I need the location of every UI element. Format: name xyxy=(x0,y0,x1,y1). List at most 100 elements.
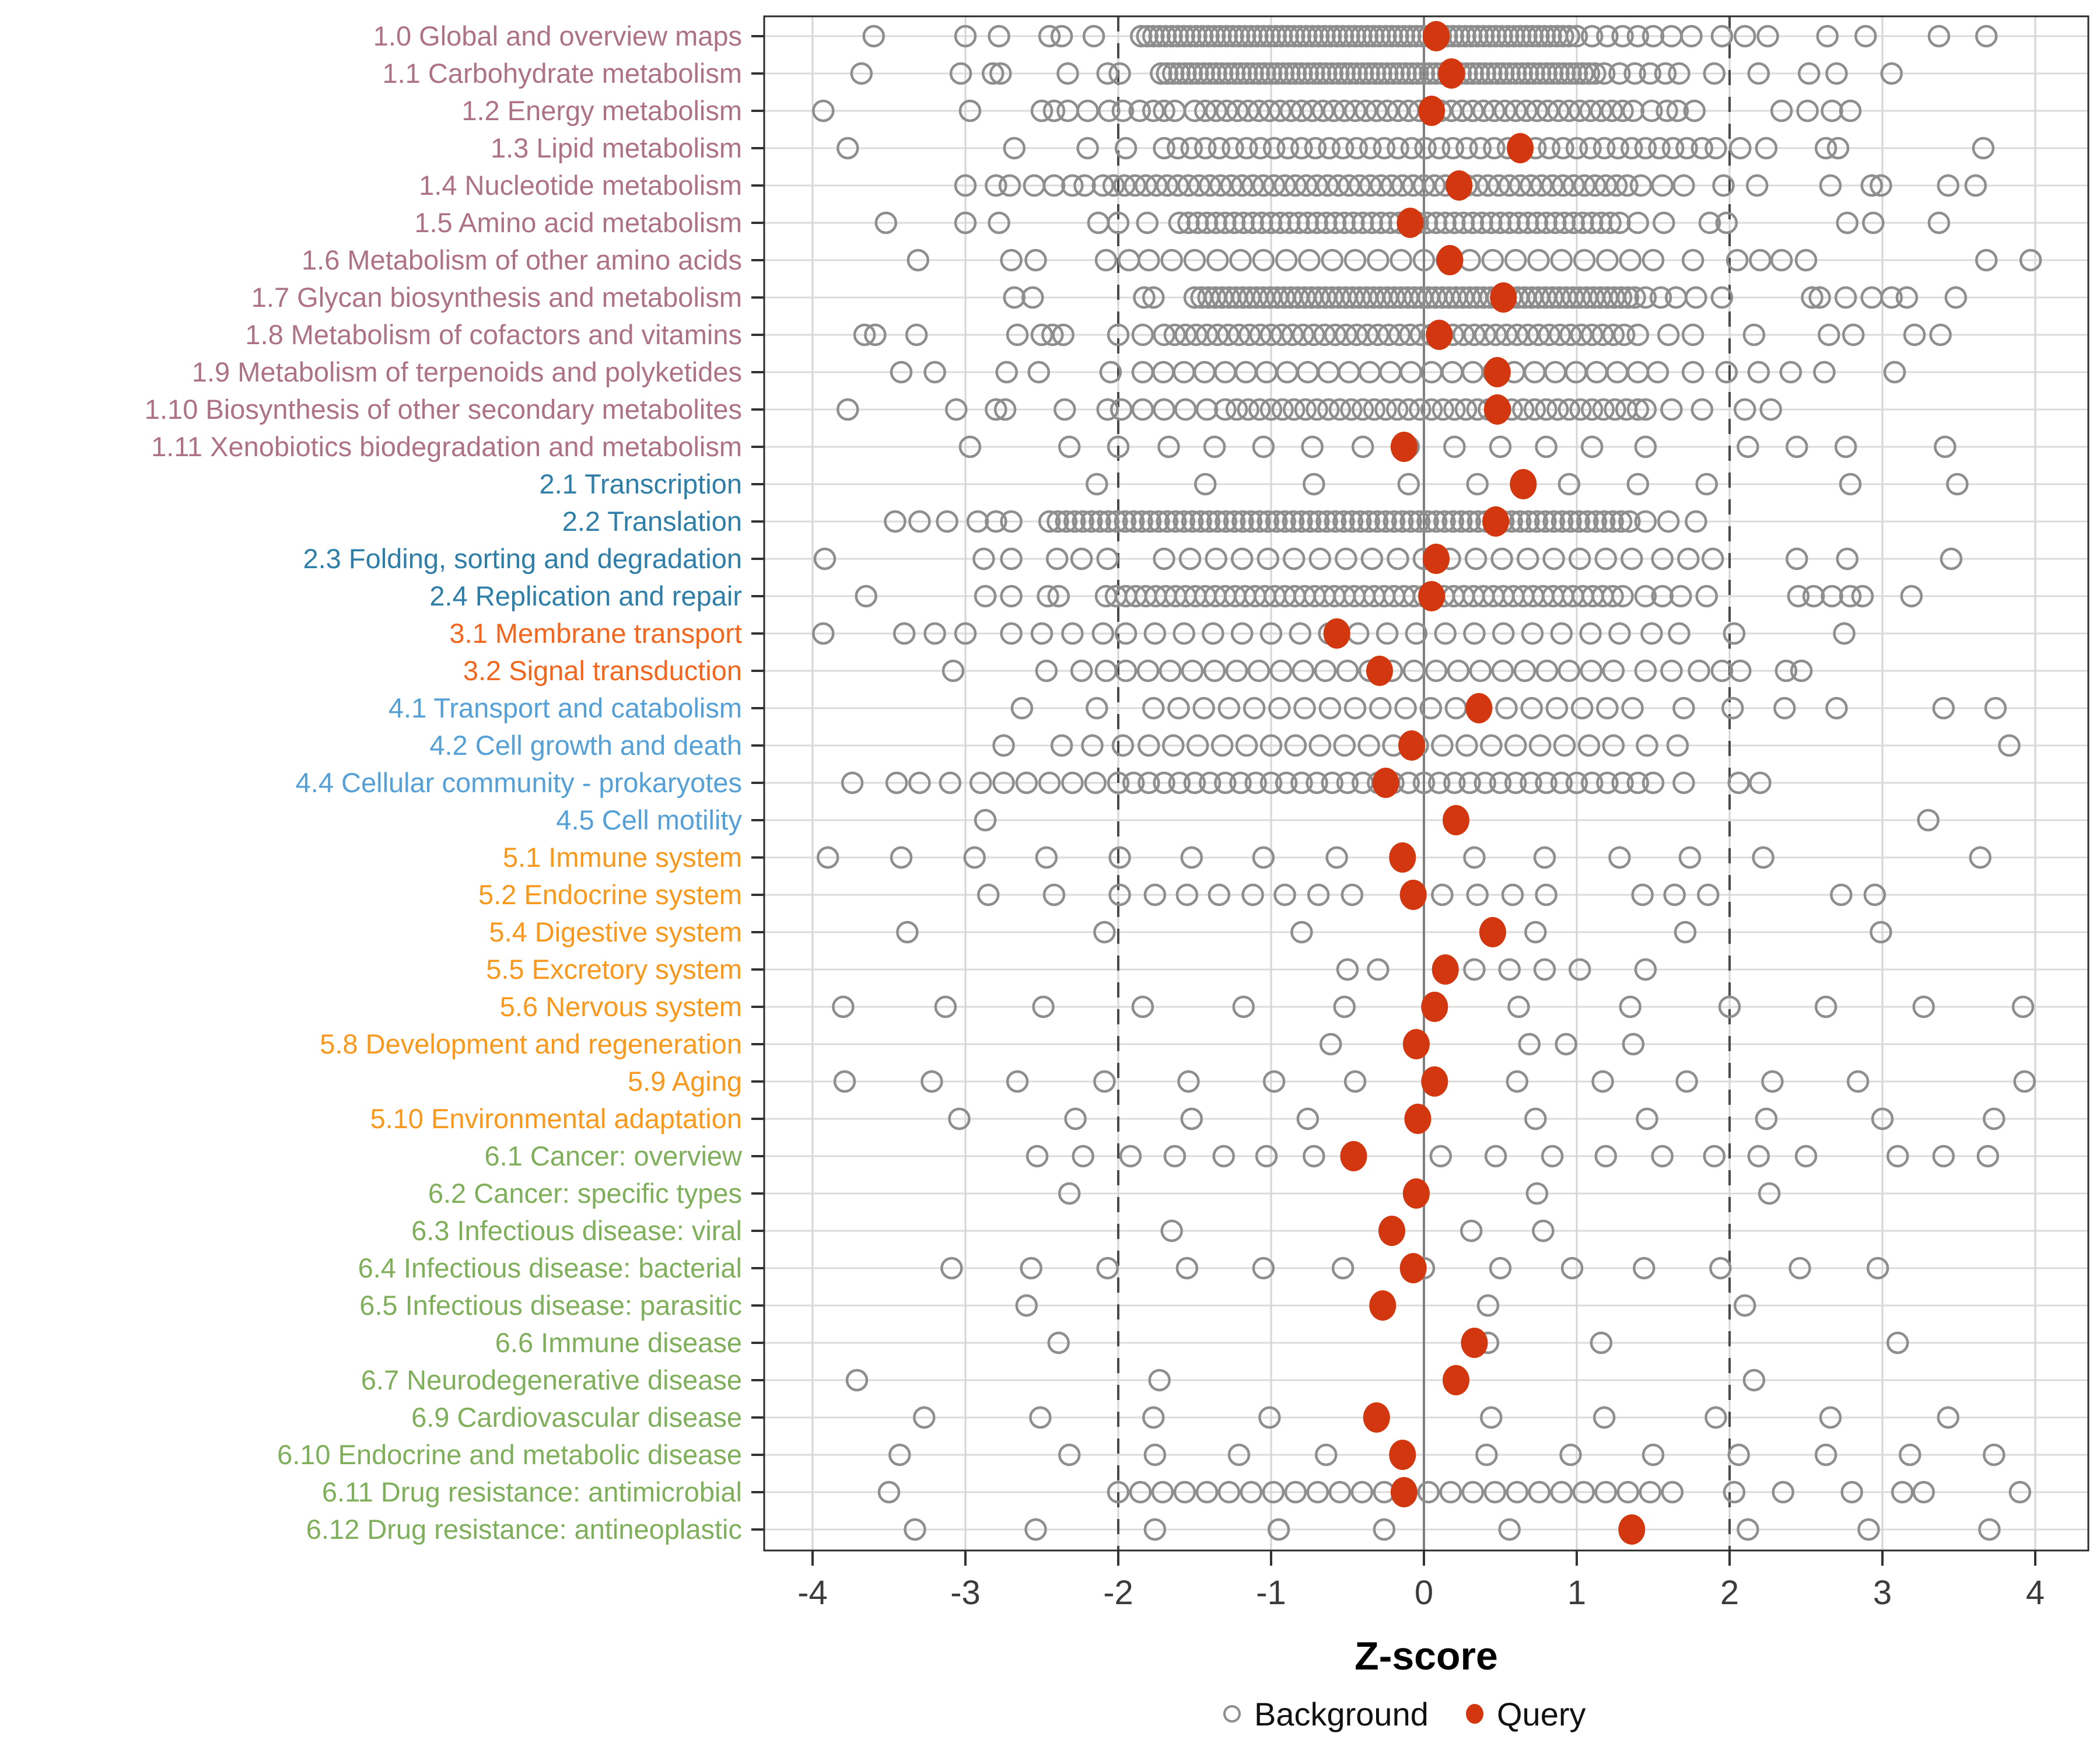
query-point xyxy=(1461,1328,1488,1358)
background-point xyxy=(1521,24,1544,48)
background-point xyxy=(1508,174,1532,197)
background-point xyxy=(989,62,1012,85)
background-point xyxy=(1570,696,1594,720)
background-point xyxy=(1491,659,1514,682)
y-axis-label: 5.4 Digestive system xyxy=(489,916,742,947)
background-point xyxy=(1602,734,1625,757)
background-point xyxy=(1296,1107,1320,1130)
query-point xyxy=(1423,544,1450,574)
background-point xyxy=(1661,136,1685,160)
background-point xyxy=(1387,24,1409,48)
background-point xyxy=(1195,398,1219,421)
background-point xyxy=(1871,1107,1894,1130)
background-point xyxy=(1402,174,1424,197)
background-point xyxy=(1672,696,1695,720)
background-point xyxy=(1535,62,1558,85)
background-point xyxy=(1206,323,1229,346)
background-point xyxy=(1249,136,1272,160)
background-point xyxy=(1325,24,1348,48)
background-point xyxy=(1559,323,1582,346)
background-point xyxy=(896,921,919,944)
background-point xyxy=(1559,510,1582,533)
background-point xyxy=(1639,62,1662,85)
background-point xyxy=(1370,62,1392,85)
background-point xyxy=(1626,24,1650,48)
background-point xyxy=(1227,24,1251,48)
background-point xyxy=(1515,24,1538,48)
background-point xyxy=(1539,24,1562,48)
background-point xyxy=(1259,323,1283,346)
background-point xyxy=(1565,62,1588,85)
background-point xyxy=(1834,286,1857,309)
background-point xyxy=(1975,24,1998,48)
background-point xyxy=(1174,323,1197,346)
background-point xyxy=(1666,734,1689,757)
background-point xyxy=(1269,211,1292,235)
background-point xyxy=(1242,696,1266,720)
background-point xyxy=(1544,211,1567,235)
background-point xyxy=(1072,1144,1094,1168)
background-point xyxy=(1715,360,1738,384)
background-point xyxy=(1275,249,1298,272)
background-point xyxy=(1642,24,1665,48)
background-point xyxy=(1558,99,1581,123)
background-point xyxy=(1376,99,1399,123)
background-point xyxy=(836,398,859,421)
background-point xyxy=(1097,510,1120,533)
background-point xyxy=(1591,1070,1614,1093)
background-point xyxy=(1690,398,1714,421)
background-point xyxy=(1096,398,1119,421)
background-point xyxy=(958,99,982,123)
background-point xyxy=(923,360,946,384)
background-point xyxy=(1406,62,1429,85)
background-point xyxy=(1105,510,1128,533)
background-point xyxy=(1094,659,1118,682)
background-point xyxy=(1340,398,1363,421)
background-point xyxy=(1045,547,1069,570)
background-point xyxy=(1683,99,1706,123)
background-point xyxy=(1636,734,1658,757)
background-point xyxy=(1284,174,1307,197)
background-point xyxy=(1015,1294,1038,1317)
background-point xyxy=(1758,1182,1781,1205)
background-point xyxy=(1162,62,1185,85)
background-point xyxy=(1237,398,1259,421)
background-point xyxy=(1794,249,1818,272)
background-point xyxy=(1390,249,1412,272)
background-point xyxy=(1666,99,1689,123)
background-point xyxy=(1335,547,1357,570)
background-point xyxy=(1214,398,1237,421)
y-axis-label: 1.4 Nucleotide metabolism xyxy=(419,170,742,201)
query-point xyxy=(1404,1104,1432,1134)
background-point xyxy=(1476,174,1500,197)
background-point xyxy=(1365,99,1388,123)
background-point xyxy=(1357,734,1380,757)
background-point xyxy=(1592,136,1616,160)
background-point xyxy=(1217,62,1240,85)
background-point xyxy=(1167,696,1190,720)
background-point xyxy=(1590,99,1613,123)
background-point xyxy=(1927,24,1951,48)
background-point xyxy=(855,584,877,608)
background-point xyxy=(1113,174,1136,197)
background-point xyxy=(1749,249,1772,272)
background-point xyxy=(1366,510,1389,533)
background-point xyxy=(1359,136,1382,160)
background-point xyxy=(1594,1144,1618,1168)
y-axis-label: 5.9 Aging xyxy=(628,1066,742,1097)
background-point xyxy=(1560,1256,1584,1280)
background-point xyxy=(1639,1480,1662,1504)
background-point xyxy=(1173,1480,1196,1504)
background-point xyxy=(1290,510,1313,533)
background-point xyxy=(1510,62,1533,85)
background-point xyxy=(1488,174,1510,197)
background-point xyxy=(1463,323,1486,346)
background-point xyxy=(1278,211,1301,235)
x-tick-label: 1 xyxy=(1567,1574,1586,1612)
query-point xyxy=(1423,21,1450,51)
background-point xyxy=(1363,398,1386,421)
background-point xyxy=(1283,24,1306,48)
background-point xyxy=(1675,1070,1698,1093)
background-point xyxy=(1651,547,1674,570)
background-point xyxy=(1209,174,1232,197)
